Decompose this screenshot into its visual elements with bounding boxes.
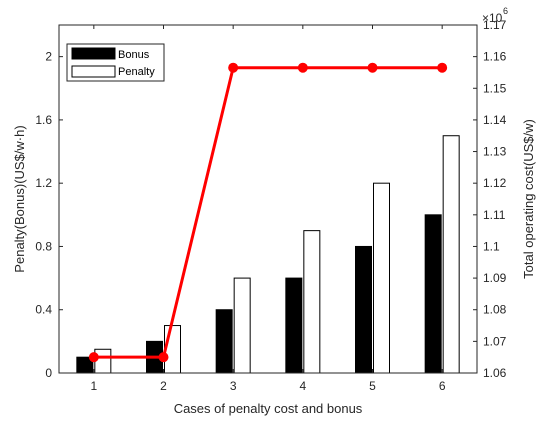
penalty-bar-1 <box>94 348 112 374</box>
legend-swatch-bonus <box>71 47 116 60</box>
right-tick-label-8: 1.14 <box>483 113 507 127</box>
x-tick-label-1: 1 <box>90 379 97 393</box>
penalty-bar-6 <box>442 135 460 374</box>
right-tick-label-3: 1.09 <box>483 271 507 285</box>
penalty-bar-4 <box>303 230 321 374</box>
right-tick-label-2: 1.08 <box>483 303 507 317</box>
bonus-bar-3 <box>215 309 233 374</box>
operating-cost-point-2 <box>158 352 169 363</box>
legend-label-bonus: Bonus <box>118 49 150 61</box>
right-tick-label-11: 1.17 <box>483 18 507 32</box>
operating-cost-point-3 <box>228 62 239 73</box>
x-tick-label-4: 4 <box>299 379 306 393</box>
right-tick-label-9: 1.15 <box>483 81 507 95</box>
left-tick-label-0: 0 <box>45 366 52 380</box>
right-axis-exponent: 6 <box>503 6 508 16</box>
right-tick-label-10: 1.16 <box>483 50 507 64</box>
left-tick-label-3: 1.2 <box>35 176 52 190</box>
legend-label-penalty: Penalty <box>118 66 155 78</box>
right-tick-label-4: 1.1 <box>483 239 500 253</box>
legend: Bonus Penalty <box>66 43 165 82</box>
x-tick-label-3: 3 <box>230 379 237 393</box>
left-tick-label-5: 2 <box>45 50 52 64</box>
right-y-axis-label: Total operating cost(US$/w) <box>521 119 536 279</box>
bonus-bar-4 <box>285 277 303 374</box>
penalty-bar-3 <box>233 277 251 374</box>
x-tick-label-6: 6 <box>439 379 446 393</box>
right-tick-label-1: 1.07 <box>483 334 507 348</box>
bonus-bar-6 <box>424 214 442 374</box>
left-tick-label-1: 0.4 <box>35 303 52 317</box>
x-axis-label: Cases of penalty cost and bonus <box>174 401 363 416</box>
left-tick-label-2: 0.8 <box>35 239 52 253</box>
right-tick-label-0: 1.06 <box>483 366 507 380</box>
operating-cost-point-5 <box>367 62 378 73</box>
right-axis-multiplier: ×10 <box>482 11 503 25</box>
operating-cost-point-6 <box>437 62 448 73</box>
x-tick-label-2: 2 <box>160 379 167 393</box>
bonus-bar-5 <box>355 245 372 374</box>
right-tick-label-7: 1.13 <box>483 145 507 159</box>
operating-cost-line <box>93 66 443 359</box>
left-y-axis-label: Penalty(Bonus)(US$/w·h) <box>12 125 27 272</box>
right-tick-label-6: 1.12 <box>483 176 507 190</box>
plot-frame <box>58 24 478 374</box>
operating-cost-point-4 <box>297 62 308 73</box>
legend-swatch-penalty <box>71 65 116 78</box>
operating-cost-point-1 <box>88 352 99 363</box>
plot-area <box>59 25 477 373</box>
left-tick-label-4: 1.6 <box>35 113 52 127</box>
penalty-bar-5 <box>373 182 390 374</box>
right-tick-label-5: 1.11 <box>483 208 506 222</box>
x-tick-label-5: 5 <box>369 379 376 393</box>
